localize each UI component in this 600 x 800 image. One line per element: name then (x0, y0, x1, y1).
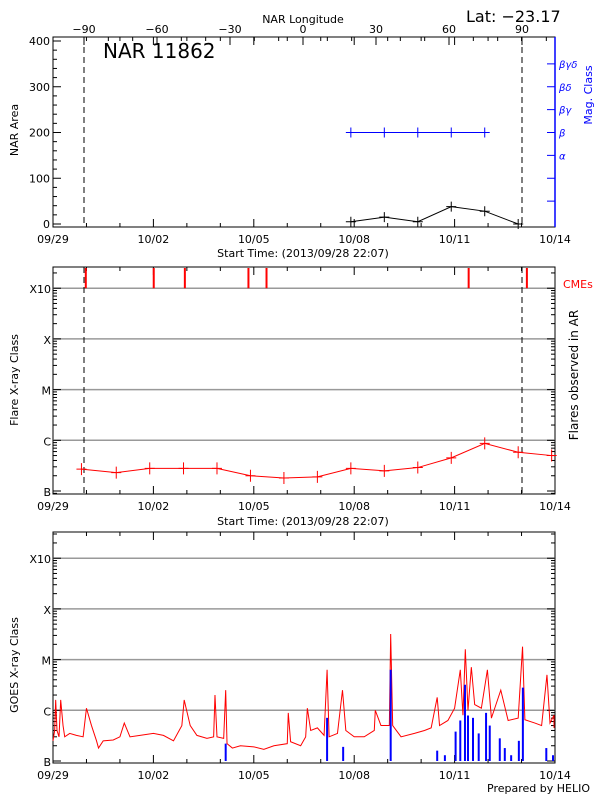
mag_class-point (412, 127, 423, 138)
p1-x-tick-label: 10/08 (338, 233, 370, 246)
p3-plot-frame (52, 531, 556, 764)
prepared-by: Prepared by HELIO (487, 782, 590, 795)
p1-y-tick-label: 0 (43, 218, 50, 231)
mag-class-tick-label: βγδ (558, 60, 577, 71)
flare-point (144, 462, 155, 475)
flare-point (446, 451, 457, 464)
p2-plot-frame (52, 266, 556, 495)
flare-point (76, 463, 87, 476)
flare-point (111, 466, 122, 479)
flare-point (178, 462, 189, 475)
flare-point (513, 446, 524, 459)
p2-y-tick-label: C (43, 435, 51, 448)
flare-point (312, 470, 323, 483)
p3-y-tick-label: X10 (29, 553, 51, 566)
p1-x-tick-label: 10/02 (138, 233, 170, 246)
flare-point (211, 462, 222, 475)
p1-x-tick-label: 09/29 (37, 233, 69, 246)
p3-x-tick-label: 09/29 (37, 769, 69, 782)
mag_class-point (345, 127, 356, 138)
flare-point (546, 449, 557, 462)
p3-y-tick-label: B (43, 756, 51, 769)
p2-y-tick-label: X10 (29, 283, 51, 296)
p2-x-tick-label: 10/11 (439, 500, 471, 513)
flare-class-line (81, 442, 552, 479)
p1-x-tick-label: 10/11 (439, 233, 471, 246)
flare-point (278, 472, 289, 485)
p3-x-tick-label: 10/14 (539, 769, 571, 782)
goes-flux-line (52, 633, 555, 750)
p2-y-tick-label: M (42, 385, 52, 398)
flare-point (379, 464, 390, 477)
nar-longitude-axis-title: NAR Longitude (262, 13, 344, 26)
p1-y-tick-label: 300 (29, 81, 50, 94)
p3-y-tick-label: C (43, 705, 51, 718)
longitude-tick-label: 60 (442, 23, 456, 36)
panel1-xlabel: Start Time: (2013/09/28 22:07) (217, 247, 389, 260)
mag_class-point (446, 127, 457, 138)
longitude-tick-label: 90 (515, 23, 529, 36)
mag_class-point (479, 127, 490, 138)
p2-x-tick-label: 10/08 (338, 500, 370, 513)
p3-y-tick-label: M (42, 655, 52, 668)
p2-x-tick-label: 09/29 (37, 500, 69, 513)
longitude-tick-label: 0 (300, 23, 307, 36)
latitude-label: Lat: −23.17 (466, 7, 561, 26)
mag-class-tick-label: βγ (558, 106, 572, 117)
p2-x-tick-label: 10/02 (138, 500, 170, 513)
longitude-tick-label: −60 (145, 23, 168, 36)
longitude-tick-label: −90 (72, 23, 95, 36)
nar-area-axis-title: NAR Area (8, 104, 21, 156)
flare-class-axis-title: Flare X-ray Class (8, 334, 21, 426)
p1-y-tick-label: 200 (29, 127, 50, 140)
p3-x-tick-label: 10/05 (238, 769, 270, 782)
mag-class-axis-title: Mag. Class (582, 65, 595, 124)
flare-point (412, 461, 423, 474)
p1-y-tick-label: 400 (29, 35, 50, 48)
area-point (446, 201, 457, 212)
p2-y-tick-label: B (43, 486, 51, 499)
mag-class-tick-label: α (559, 151, 566, 162)
p3-y-tick-label: X (43, 604, 51, 617)
mag-class-tick-label: βδ (558, 83, 572, 94)
p1-y-tick-label: 100 (29, 172, 50, 185)
area-point (379, 212, 390, 223)
p2-y-tick-label: X (43, 334, 51, 347)
cmes-label: CMEs (563, 278, 593, 291)
p2-x-tick-label: 10/14 (539, 500, 571, 513)
p2-x-tick-label: 10/05 (238, 500, 270, 513)
area-point (513, 219, 524, 229)
longitude-tick-label: −30 (218, 23, 241, 36)
p1-x-tick-label: 10/05 (238, 233, 270, 246)
region-title: NAR 11862 (103, 39, 216, 63)
p3-x-tick-label: 10/08 (338, 769, 370, 782)
p1-x-tick-label: 10/14 (539, 233, 571, 246)
flare-point (479, 437, 490, 450)
area-line (350, 206, 519, 225)
p3-x-tick-label: 10/11 (439, 769, 471, 782)
p3-x-tick-label: 10/02 (138, 769, 170, 782)
flare-point (345, 462, 356, 475)
area-point (412, 216, 423, 227)
area-point (479, 206, 490, 217)
mag-class-tick-label: β (558, 129, 566, 140)
flare-point (245, 469, 256, 482)
area-point (345, 216, 356, 227)
flares-in-ar-axis-title: Flares observed in AR (567, 310, 581, 440)
mag_class-point (379, 127, 390, 138)
goes-class-axis-title: GOES X-ray Class (8, 617, 21, 713)
longitude-tick-label: 30 (369, 23, 383, 36)
panel2-xlabel: Start Time: (2013/09/28 22:07) (217, 515, 389, 528)
